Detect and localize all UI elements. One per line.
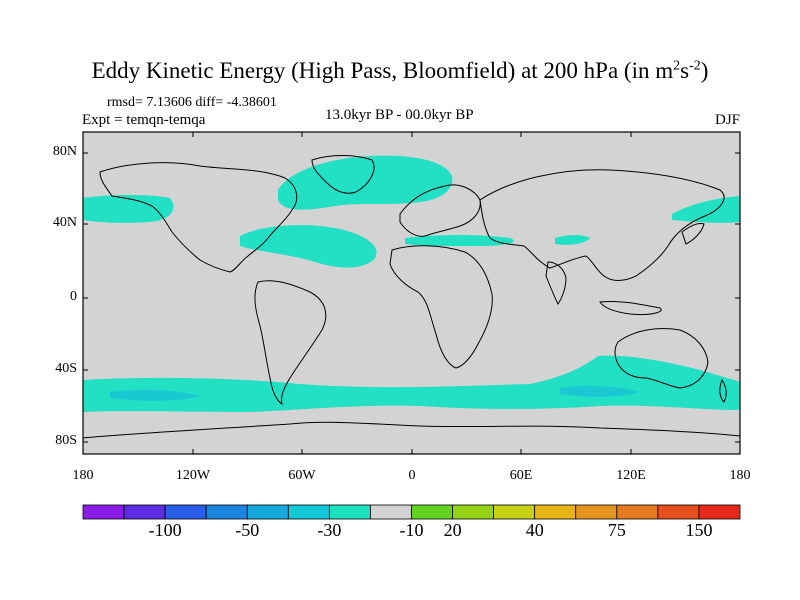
lat-label: 0 [70, 289, 77, 304]
stats-text: rmsd= 7.13606 diff= -4.38601 [107, 95, 277, 110]
colorbar-swatch [698, 504, 741, 520]
lon-label: 120E [616, 468, 646, 483]
anomaly-core-indian [560, 385, 640, 397]
anomaly-north-pacific-east [83, 195, 174, 223]
experiment-label: Expt = temqn-temqa [82, 112, 206, 128]
anomaly-mediterranean [405, 235, 514, 246]
colorbar-label: -100 [148, 520, 182, 540]
anomaly-southern-band [83, 355, 740, 412]
lon-label: 120W [175, 468, 211, 483]
lon-label: 180 [72, 468, 94, 483]
colorbar-swatch [205, 504, 248, 520]
colorbar-label: -30 [317, 520, 342, 540]
anomaly-core-pacific [110, 389, 200, 401]
lat-label: 40S [55, 361, 77, 376]
coast-indonesia [599, 301, 662, 315]
colorbar-swatch [370, 504, 412, 520]
colorbar-swatch [123, 504, 166, 520]
lat-label: 80S [55, 433, 77, 448]
anomaly-north-atlantic [278, 155, 453, 210]
coast-japan [681, 223, 705, 245]
colorbar-label: -50 [235, 520, 260, 540]
colorbar-swatch [493, 504, 536, 520]
coast-india [545, 261, 567, 305]
coast-antarctica [82, 421, 741, 439]
lon-label: 0 [408, 468, 416, 483]
coast-asia [479, 169, 725, 281]
lon-label: 180 [729, 468, 751, 483]
season-label: DJF [714, 112, 740, 128]
colorbar-label: 40 [525, 520, 544, 540]
coast-new-zealand [719, 378, 727, 403]
colorbar-swatch [328, 504, 371, 520]
colorbar-swatch [657, 504, 700, 520]
anomaly-cores [110, 385, 640, 401]
colorbar-swatch [246, 504, 289, 520]
lon-label: 60E [509, 468, 533, 483]
anomaly-regions [83, 155, 740, 412]
anomaly-east-asia [555, 235, 590, 245]
colorbar-swatch [534, 504, 577, 520]
colorbar-swatch [164, 504, 207, 520]
coast-north-america [99, 162, 298, 273]
colorbar-label: 150 [685, 520, 713, 540]
colorbar-swatch [616, 504, 659, 520]
coast-greenland [311, 155, 375, 194]
coastlines [82, 155, 741, 439]
colorbar-swatch [287, 504, 330, 520]
period-label: 13.0kyr BP - 00.0kyr BP [325, 107, 474, 123]
colorbar-label: -10 [399, 520, 424, 540]
colorbar-swatch [452, 504, 495, 520]
colorbar-swatch [82, 504, 125, 520]
lat-label: 80N [52, 144, 77, 159]
latitude-ticks [83, 152, 740, 443]
anomaly-subtropical-atlantic [240, 225, 377, 268]
coast-europe [399, 184, 481, 237]
lat-label: 40N [52, 215, 77, 230]
longitude-ticks [82, 132, 741, 454]
colorbar-swatch [411, 504, 453, 520]
lon-label: 60W [288, 468, 316, 483]
coast-australia [614, 328, 709, 389]
map-title: Eddy Kinetic Energy (High Pass, Bloomfie… [91, 58, 709, 83]
colorbar-label: 75 [607, 520, 626, 540]
coast-africa [389, 245, 493, 369]
colorbar [82, 504, 741, 520]
coast-south-america [254, 280, 327, 406]
colorbar-swatch [575, 504, 618, 520]
colorbar-label: 20 [443, 520, 462, 540]
